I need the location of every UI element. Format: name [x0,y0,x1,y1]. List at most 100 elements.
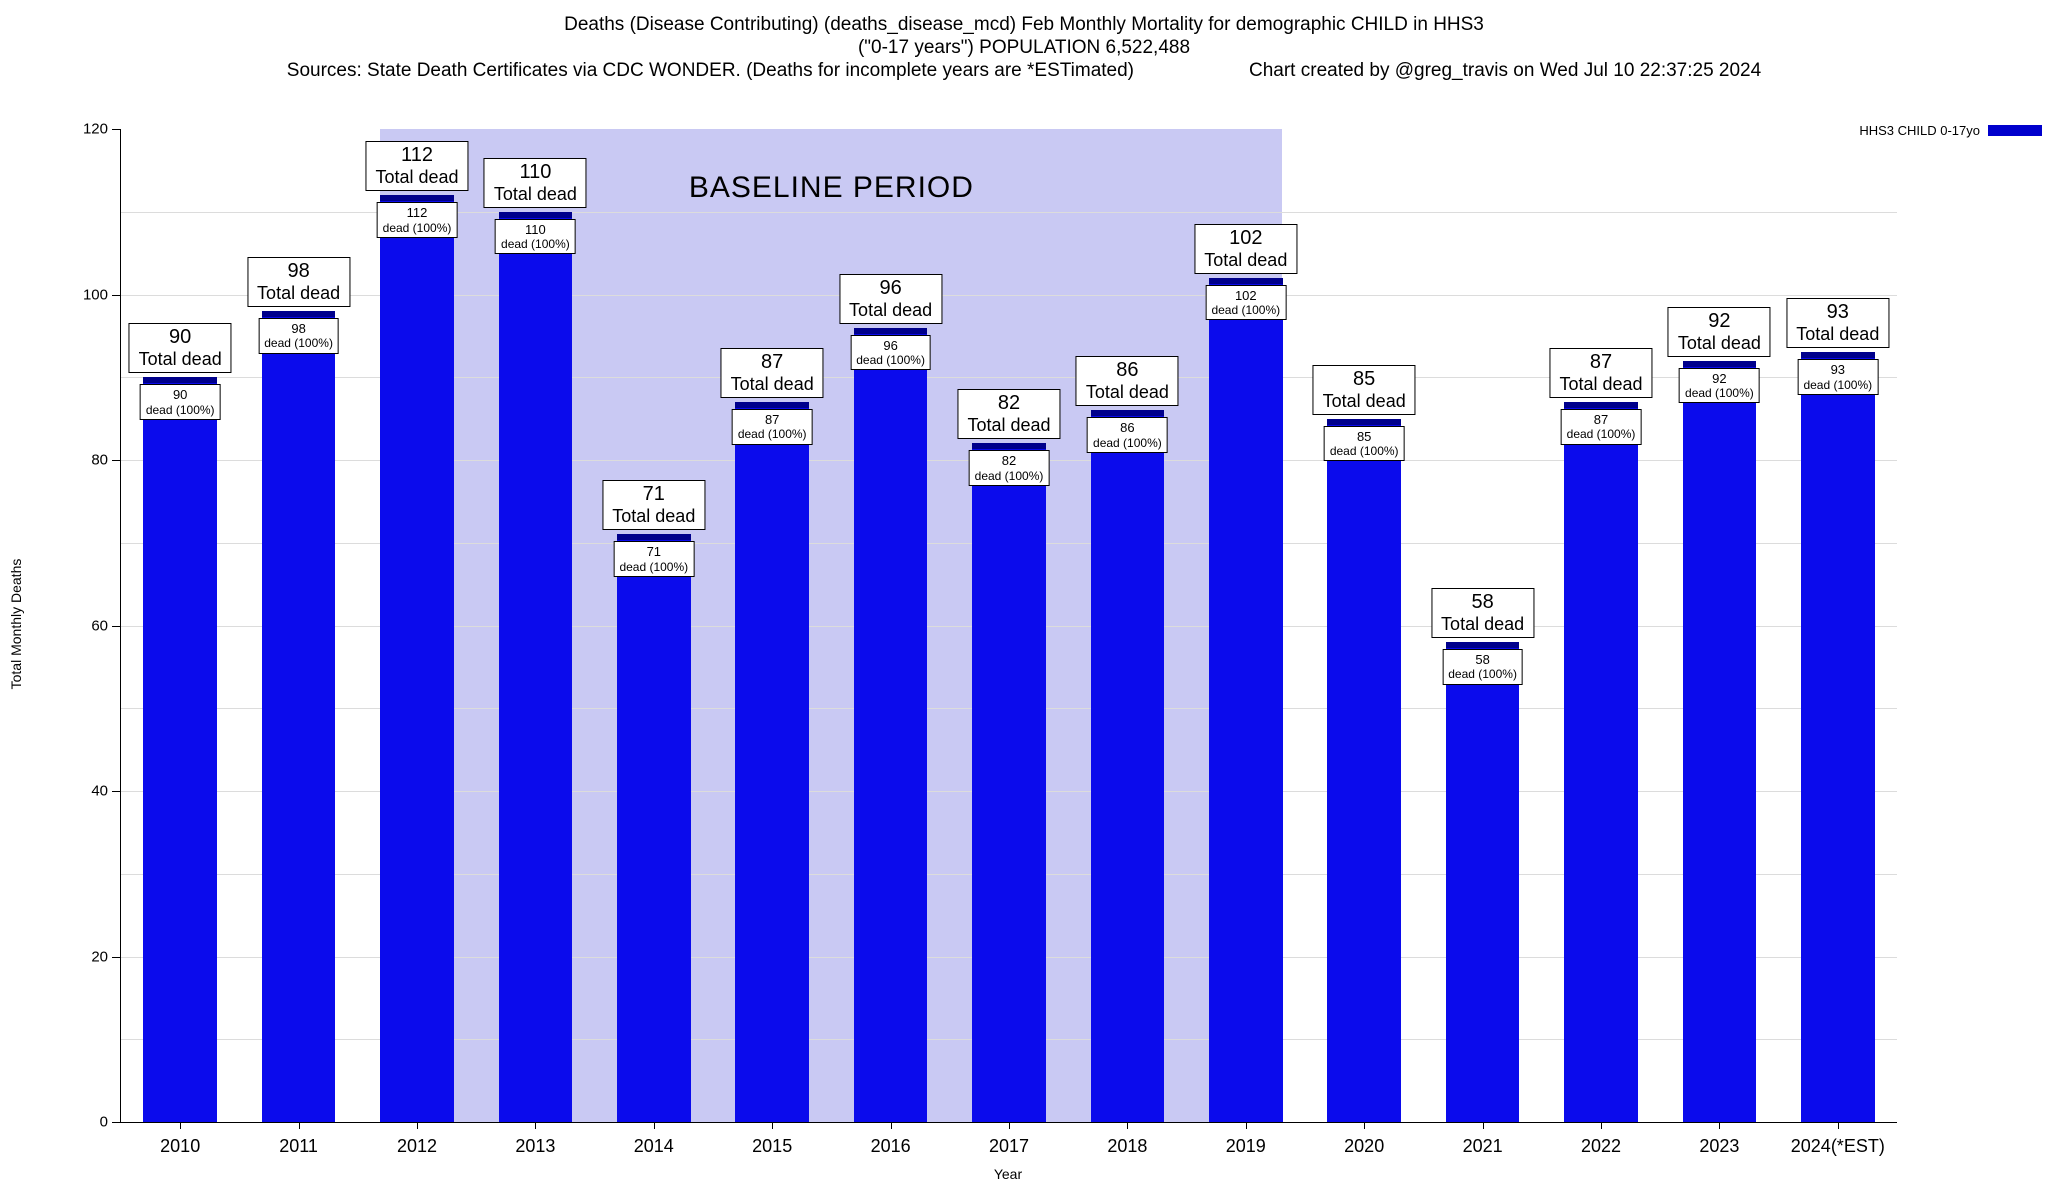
x-tick-label: 2011 [279,1136,318,1156]
total-label-suffix: Total dead [1559,374,1643,395]
bar-2017 [972,443,1046,1122]
credit-text: Chart created by @greg_travis on Wed Jul… [1249,60,1762,81]
y-tick-label: 60 [91,617,108,634]
inner-label-value: 86 [1120,420,1135,436]
baseline-period-label: BASELINE PERIOD [688,171,974,204]
bar-total-label: 92 Total dead [1667,306,1771,357]
bar-inner-label: 90 dead (100%) [139,384,221,420]
bar-2013 [498,211,573,1122]
total-label-value: 82 [997,392,1021,415]
bar-inner-label: 71 dead (100%) [613,541,695,577]
x-tick-mark [298,1122,300,1129]
bar-inner-label: 112 dead (100%) [376,202,458,238]
bar-2022 [1564,402,1638,1122]
total-label-value: 98 [287,260,310,283]
bar-total-label: 96 Total dead [839,273,943,324]
inner-label-value: 87 [1593,412,1609,428]
bar-inner-label: 92 dead (100%) [1679,367,1760,404]
total-label-suffix: Total dead [257,283,341,304]
chart-sources-line: Sources: State Death Certificates via CD… [0,60,2048,82]
total-label-value: 92 [1708,309,1731,332]
inner-label-value: 112 [406,205,428,221]
total-label-value: 112 [401,144,433,167]
inner-label-value: 87 [764,412,780,428]
x-tick-label: 2023 [1699,1136,1740,1156]
inner-label-value: 110 [525,221,546,237]
total-label-suffix: Total dead [138,349,222,370]
bar-inner-label: 110 dead (100%) [495,218,576,255]
y-tick-mark [112,956,120,958]
total-label-value: 96 [879,276,902,299]
x-tick-label: 2015 [752,1136,793,1156]
legend-swatch [1988,125,2042,136]
y-tick-mark [112,625,120,627]
bar-total-label: 93 Total dead [1786,298,1890,349]
bar-inner-label: 82 dead (100%) [968,450,1050,486]
bar-inner-label: 87 dead (100%) [731,409,813,445]
x-tick-mark [180,1122,182,1129]
bar-2024(*EST) [1801,352,1875,1122]
bar-2018 [1090,410,1165,1122]
x-tick-label: 2014 [633,1136,674,1156]
x-tick-mark [1127,1122,1129,1129]
inner-label-value: 98 [291,321,306,337]
bar-2016 [853,327,928,1122]
y-tick-label: 120 [82,120,108,138]
x-tick-label: 2010 [160,1136,201,1156]
inner-label-suffix: dead (100%) [501,237,570,252]
y-tick-label: 100 [82,286,108,303]
inner-label-suffix: dead (100%) [264,336,333,351]
total-label-suffix: Total dead [730,374,814,395]
total-label-value: 71 [642,483,665,506]
y-tick-mark [112,791,120,792]
x-axis-title: Year [993,1166,1023,1182]
total-label-suffix: Total dead [1441,614,1525,635]
inner-label-value: 96 [883,337,898,353]
total-label-suffix: Total dead [493,183,577,204]
bar-inner-label: 86 dead (100%) [1087,417,1168,453]
inner-label-suffix: dead (100%) [1566,427,1636,442]
inner-label-suffix: dead (100%) [1329,443,1399,458]
inner-label-suffix: dead (100%) [382,220,452,235]
total-label-value: 85 [1353,367,1376,390]
inner-label-value: 58 [1475,652,1490,668]
plot-area: BASELINE PERIOD 0 20 40 60 80 100 120 2010 2011 20… [83,121,1897,1156]
total-label-value: 90 [169,326,192,349]
x-tick-mark [890,1122,892,1129]
inner-label-suffix: dead (100%) [856,352,925,367]
inner-label-suffix: dead (100%) [1685,386,1754,401]
total-label-suffix: Total dead [1322,390,1406,411]
x-tick-mark [1482,1122,1484,1129]
total-label-suffix: Total dead [1204,249,1288,270]
x-tick-mark [1245,1122,1247,1129]
total-label-suffix: Total dead [1677,332,1761,353]
y-tick-label: 20 [91,948,108,965]
x-tick-label: 2024(*EST) [1790,1136,1885,1156]
x-tick-label: 2012 [396,1136,438,1156]
bar-2015 [735,402,809,1122]
gridline [121,211,1897,213]
total-label-value: 110 [519,160,552,183]
total-label-suffix: Total dead [967,415,1051,436]
x-tick-label: 2013 [515,1136,556,1156]
inner-label-value: 82 [1001,453,1017,469]
x-tick-mark [535,1122,537,1129]
y-tick-label: 40 [91,782,108,800]
legend: HHS3 CHILD 0-17yo [1859,123,2042,138]
x-tick-mark [417,1122,418,1129]
chart-title: Deaths (Disease Contributing) (deaths_di… [564,14,1484,35]
bar-total-label: 90 Total dead [128,323,232,374]
bar-2019 [1209,277,1283,1122]
bar-total-label: 110 Total dead [483,157,587,208]
inner-label-value: 102 [1234,287,1257,303]
x-tick-mark [653,1122,655,1129]
total-label-suffix: Total dead [375,167,459,188]
total-label-suffix: Total dead [612,506,696,527]
bar-total-label: 71 Total dead [602,480,706,531]
total-label-value: 93 [1826,301,1849,324]
total-label-suffix: Total dead [1085,382,1169,403]
total-label-value: 87 [1589,351,1613,374]
total-label-value: 58 [1471,591,1494,614]
inner-label-suffix: dead (100%) [737,427,807,442]
bar-total-label: 98 Total dead [247,257,351,308]
